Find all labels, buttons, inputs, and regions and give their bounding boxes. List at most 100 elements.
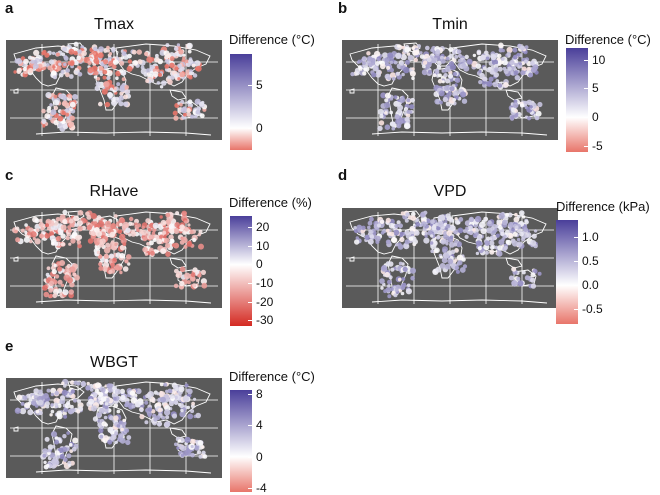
station-point [388,222,395,229]
station-point [396,109,402,114]
map-svg [10,209,218,304]
station-point [42,453,47,458]
station-point [38,218,43,223]
station-point [187,49,192,54]
station-point [111,49,116,53]
station-point [144,252,149,256]
station-point [47,444,54,450]
station-point [102,75,107,80]
station-point [81,50,87,57]
station-point [45,272,50,277]
station-point [114,242,118,247]
station-point [512,231,518,237]
station-point [177,63,182,69]
station-point [508,221,515,229]
station-point [104,405,109,410]
station-point [115,76,119,80]
station-point [137,59,143,65]
station-point [403,66,410,74]
station-point [448,47,454,53]
station-point [420,212,426,218]
station-point [496,250,503,257]
station-point [59,260,66,266]
map-svg [10,378,218,474]
station-point [103,415,108,420]
station-point [182,450,189,456]
continent-outline [451,43,547,87]
station-point [97,422,103,428]
station-point [457,260,463,266]
station-point [49,413,53,417]
station-point [387,76,392,81]
station-point [445,65,452,72]
station-point [60,69,65,74]
station-point [23,58,29,65]
station-point [62,95,68,101]
station-point [400,211,405,216]
station-point [179,266,186,273]
station-point [534,115,540,121]
colorbar-tick-mark [248,245,252,247]
station-point [174,66,179,71]
station-point [508,275,514,281]
station-point [414,230,420,236]
station-point [42,285,48,291]
colorbar [230,390,252,492]
station-point [384,102,391,109]
station-point [104,220,112,228]
station-point [119,61,125,66]
station-point [100,387,106,393]
panel-title: Tmax [94,16,134,33]
station-point [39,58,43,63]
station-point [124,403,129,408]
station-point [96,412,102,417]
station-point [387,279,392,285]
station-point [56,412,62,418]
station-point [197,273,202,278]
station-point [439,263,446,269]
station-point [37,389,43,395]
continent-outline [13,256,19,262]
station-point [530,277,536,283]
station-point [454,248,459,253]
station-point [81,381,86,386]
station-point [438,90,445,97]
station-point [99,70,103,75]
station-point [93,397,97,401]
station-point [514,109,518,113]
panel-letter: d [338,167,348,184]
map-svg [346,210,554,304]
station-point [405,212,410,217]
station-point [93,46,98,51]
antarctica-outline [371,131,548,136]
station-point [451,57,457,63]
station-point [395,243,399,247]
station-point [200,269,206,275]
station-point [393,293,398,298]
station-point [452,98,456,102]
station-point [96,215,102,221]
colorbar-tick-mark [584,88,588,90]
legend-title: Difference (°C) [229,32,315,47]
station-point [449,64,456,71]
station-point [456,49,462,54]
station-point [465,226,470,231]
station-point [385,287,391,293]
station-point [411,211,416,217]
station-point [404,239,410,245]
station-point [87,60,92,65]
station-point [404,218,409,223]
station-point [188,75,193,80]
station-point [47,451,51,456]
station-point [37,399,44,406]
station-point [380,231,385,235]
station-point [62,123,69,130]
station-point [195,278,200,283]
station-point [170,75,175,80]
station-point [165,243,171,249]
station-point [63,55,68,60]
station-point [155,402,162,408]
station-point [179,72,185,78]
station-point [477,246,482,251]
station-point [86,381,90,386]
